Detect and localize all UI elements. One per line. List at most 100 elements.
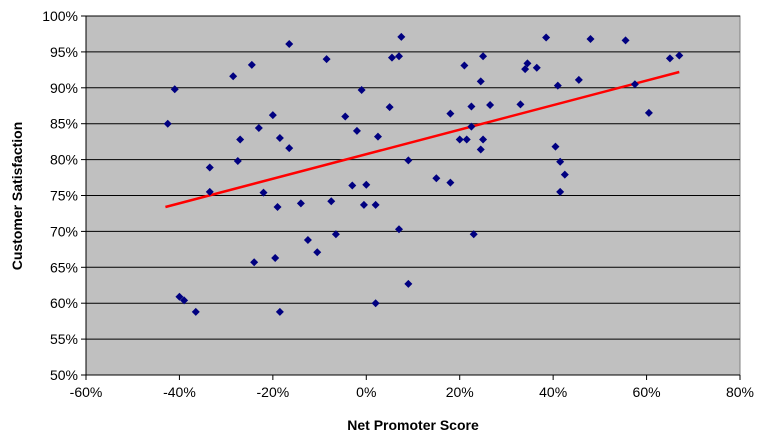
data-point-62	[551, 142, 560, 151]
data-point-24	[322, 55, 331, 64]
y-tick-label: 100%	[42, 8, 78, 24]
data-point-20	[285, 40, 294, 49]
data-point-7	[229, 72, 238, 81]
data-point-6	[205, 187, 214, 196]
data-point-14	[268, 111, 277, 120]
data-point-56	[486, 101, 495, 110]
data-points	[163, 32, 684, 316]
data-point-47	[460, 61, 469, 70]
data-point-60	[532, 63, 541, 72]
y-tick-label: 65%	[50, 259, 78, 275]
data-point-54	[476, 145, 485, 154]
x-tick-label: -40%	[163, 384, 196, 400]
x-tick-label: 0%	[356, 384, 376, 400]
data-point-12	[254, 124, 263, 133]
data-point-63	[553, 81, 562, 90]
y-axis-ticks: 50% 55% 60% 65% 70% 75% 80% 85% 90% 95% 100%	[42, 8, 86, 383]
x-tick-label: 60%	[633, 384, 661, 400]
data-point-16	[275, 134, 284, 143]
data-point-52	[476, 77, 485, 86]
data-point-34	[371, 299, 380, 308]
data-point-68	[586, 34, 595, 43]
data-point-66	[560, 170, 569, 179]
data-point-53	[479, 52, 488, 61]
data-point-22	[303, 236, 312, 245]
data-point-71	[644, 108, 653, 117]
y-tick-label: 90%	[50, 80, 78, 96]
x-tick-label: 40%	[539, 384, 567, 400]
x-axis-title: Net Promoter Score	[347, 417, 479, 433]
data-point-23	[313, 248, 322, 257]
data-point-10	[247, 60, 256, 69]
y-tick-label: 85%	[50, 116, 78, 132]
data-point-61	[542, 33, 551, 42]
data-point-43	[432, 174, 441, 183]
data-point-58	[521, 65, 530, 74]
data-point-55	[479, 135, 488, 144]
data-point-8	[233, 157, 242, 166]
data-point-19	[285, 144, 294, 153]
data-point-65	[556, 187, 565, 196]
gridlines	[86, 15, 740, 340]
y-tick-label: 75%	[50, 188, 78, 204]
data-point-48	[462, 135, 471, 144]
data-point-31	[359, 200, 368, 209]
data-point-42	[404, 279, 413, 288]
trendline	[165, 70, 680, 209]
data-point-35	[373, 132, 382, 141]
data-point-49	[467, 122, 476, 131]
data-point-46	[455, 135, 464, 144]
data-point-36	[385, 103, 394, 112]
data-point-26	[331, 230, 340, 239]
data-point-39	[394, 225, 403, 234]
data-point-21	[296, 199, 305, 208]
data-point-11	[250, 258, 259, 267]
data-point-2	[175, 292, 184, 301]
y-axis-title: Customer Satisfaction	[9, 122, 25, 271]
data-point-0	[163, 119, 172, 128]
data-point-13	[259, 188, 268, 197]
data-point-29	[352, 126, 361, 135]
data-point-51	[469, 230, 478, 239]
data-point-32	[362, 180, 371, 189]
data-point-67	[574, 75, 583, 84]
data-point-57	[516, 100, 525, 109]
y-tick-label: 55%	[50, 331, 78, 347]
data-point-69	[621, 36, 630, 45]
data-point-4	[191, 307, 200, 316]
data-point-38	[394, 52, 403, 61]
data-point-73	[675, 51, 684, 60]
data-point-33	[371, 200, 380, 209]
data-point-5	[205, 163, 214, 172]
data-point-15	[271, 253, 280, 262]
data-point-64	[556, 157, 565, 166]
data-point-27	[341, 112, 350, 121]
y-tick-label: 50%	[50, 367, 78, 383]
data-point-9	[236, 135, 245, 144]
data-point-30	[357, 85, 366, 94]
data-point-40	[397, 32, 406, 41]
x-tick-label: -60%	[70, 384, 103, 400]
data-point-17	[273, 202, 282, 211]
data-point-1	[170, 85, 179, 94]
y-tick-label: 70%	[50, 223, 78, 239]
data-point-28	[348, 181, 357, 190]
data-point-25	[327, 197, 336, 206]
data-point-45	[446, 178, 455, 187]
data-point-37	[387, 53, 396, 62]
data-point-41	[404, 156, 413, 165]
trendline-group	[165, 70, 680, 209]
y-tick-label: 95%	[50, 44, 78, 60]
data-point-18	[275, 307, 284, 316]
y-tick-label: 80%	[50, 152, 78, 168]
data-point-3	[180, 296, 189, 305]
x-axis-ticks: -60% -40% -20% 0% 20% 40% 60% 80%	[70, 16, 754, 400]
y-tick-label: 60%	[50, 295, 78, 311]
x-tick-label: 80%	[726, 384, 754, 400]
x-tick-label: -20%	[257, 384, 290, 400]
data-point-70	[630, 80, 639, 89]
data-point-50	[467, 102, 476, 111]
x-tick-label: 20%	[446, 384, 474, 400]
data-point-72	[665, 54, 674, 63]
